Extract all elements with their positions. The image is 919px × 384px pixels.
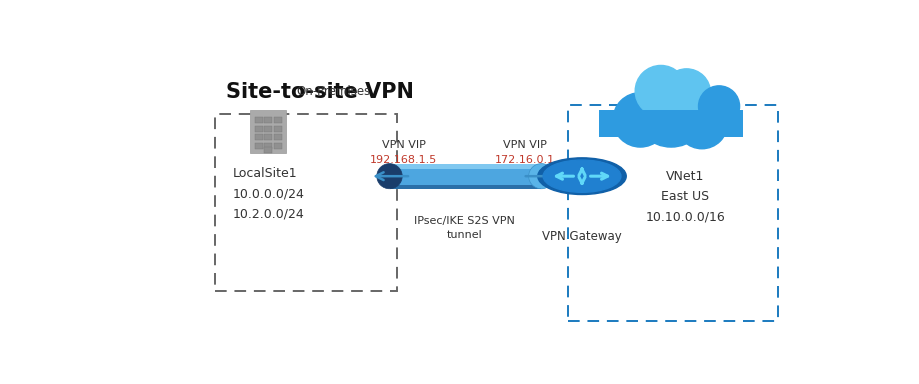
FancyBboxPatch shape bbox=[389, 164, 540, 169]
FancyBboxPatch shape bbox=[264, 147, 272, 152]
FancyBboxPatch shape bbox=[274, 134, 281, 141]
Text: Site-to-site VPN: Site-to-site VPN bbox=[225, 81, 413, 101]
Ellipse shape bbox=[634, 65, 686, 116]
Circle shape bbox=[542, 160, 620, 192]
Text: 192.168.1.5: 192.168.1.5 bbox=[369, 155, 437, 165]
Text: VPN VIP: VPN VIP bbox=[381, 140, 425, 150]
FancyBboxPatch shape bbox=[255, 143, 262, 149]
Text: LocalSite1
10.0.0.0/24
10.2.0.0/24: LocalSite1 10.0.0.0/24 10.2.0.0/24 bbox=[233, 167, 304, 220]
Ellipse shape bbox=[633, 72, 708, 147]
FancyBboxPatch shape bbox=[274, 143, 281, 149]
Ellipse shape bbox=[528, 164, 553, 189]
FancyBboxPatch shape bbox=[255, 117, 262, 123]
FancyBboxPatch shape bbox=[274, 117, 281, 123]
FancyBboxPatch shape bbox=[255, 134, 262, 141]
FancyBboxPatch shape bbox=[264, 143, 272, 149]
FancyBboxPatch shape bbox=[255, 126, 262, 132]
FancyBboxPatch shape bbox=[389, 164, 540, 189]
Text: On-Premises: On-Premises bbox=[297, 85, 370, 98]
FancyBboxPatch shape bbox=[264, 117, 272, 123]
Ellipse shape bbox=[377, 164, 402, 189]
FancyBboxPatch shape bbox=[598, 110, 743, 137]
Text: IPsec/IKE S2S VPN
tunnel: IPsec/IKE S2S VPN tunnel bbox=[414, 216, 515, 240]
Text: 172.16.0.1: 172.16.0.1 bbox=[494, 155, 554, 165]
FancyBboxPatch shape bbox=[274, 126, 281, 132]
FancyBboxPatch shape bbox=[264, 134, 272, 141]
FancyBboxPatch shape bbox=[264, 126, 272, 132]
Circle shape bbox=[538, 158, 626, 195]
Ellipse shape bbox=[675, 98, 727, 149]
FancyBboxPatch shape bbox=[250, 110, 286, 152]
FancyBboxPatch shape bbox=[389, 185, 540, 189]
Text: VNet1
East US
10.10.0.0/16: VNet1 East US 10.10.0.0/16 bbox=[645, 170, 724, 223]
Ellipse shape bbox=[698, 86, 739, 127]
Text: VPN Gateway: VPN Gateway bbox=[541, 230, 621, 243]
Text: VPN VIP: VPN VIP bbox=[503, 140, 546, 150]
Ellipse shape bbox=[662, 69, 709, 116]
Ellipse shape bbox=[612, 93, 667, 147]
